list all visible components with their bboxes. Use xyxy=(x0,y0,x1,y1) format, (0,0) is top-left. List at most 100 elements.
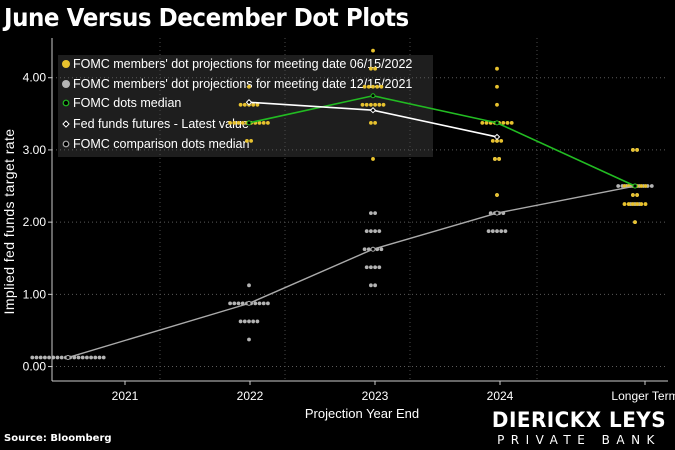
dot-june xyxy=(373,120,377,125)
dot-december xyxy=(649,184,654,188)
dot-june xyxy=(266,120,270,125)
dot-june xyxy=(635,202,639,206)
futures-line-point xyxy=(245,99,253,106)
brand-logo: DIERICKX LEYS PRIVATE BANK xyxy=(486,408,672,447)
dot-december xyxy=(93,355,98,360)
dot-june xyxy=(495,66,499,71)
dot-june xyxy=(499,139,504,143)
dot-june xyxy=(369,66,373,71)
y-tick-label: 3.00 xyxy=(23,143,47,157)
dot-june xyxy=(255,102,260,107)
dot-december xyxy=(242,319,247,324)
dot-june xyxy=(366,84,371,89)
dot-december xyxy=(369,211,373,216)
dot-june xyxy=(232,120,237,125)
median-line-point xyxy=(370,93,376,99)
dot-december xyxy=(38,355,43,360)
dot-june xyxy=(495,84,499,89)
dot-december xyxy=(251,319,256,324)
dot-december xyxy=(76,355,81,360)
dot-june xyxy=(509,120,514,125)
dot-december xyxy=(47,355,51,360)
dot-december xyxy=(362,247,367,252)
y-tick-label: 2.00 xyxy=(23,215,47,229)
dot-june xyxy=(635,193,639,197)
dot-june xyxy=(247,84,251,89)
dot-december xyxy=(253,301,258,306)
dot-december xyxy=(34,355,39,360)
dot-december xyxy=(373,211,377,216)
dot-december xyxy=(247,283,251,288)
futures-line-point xyxy=(369,107,377,114)
dot-december xyxy=(369,229,373,234)
dot-june xyxy=(249,139,254,143)
x-axis-title: Projection Year End xyxy=(305,406,419,421)
dot-december xyxy=(97,355,102,360)
dot-june xyxy=(373,66,377,71)
dot-june xyxy=(242,102,247,107)
legend-label: FOMC members' dot projections for meetin… xyxy=(73,77,412,91)
median-lines xyxy=(65,93,638,361)
dot-june xyxy=(236,120,241,125)
dot-june xyxy=(631,148,635,152)
dot-june xyxy=(240,120,245,125)
y-tick-label: 0.00 xyxy=(23,360,47,374)
dot-june xyxy=(371,48,375,53)
comparison-median-line-point xyxy=(65,355,71,361)
dot-december xyxy=(43,355,47,360)
dot-december xyxy=(369,283,373,288)
dot-june xyxy=(643,184,648,188)
dot-december xyxy=(377,265,382,270)
dot-june xyxy=(364,102,369,107)
y-axis-title: Implied fed funds target rate xyxy=(1,129,17,315)
comparison-median-line-point xyxy=(370,246,376,252)
legend-label: FOMC comparison dots median xyxy=(73,137,250,151)
gridlines xyxy=(52,38,668,381)
dot-december xyxy=(503,229,508,234)
dot-june xyxy=(490,139,495,143)
dot-june xyxy=(497,157,501,161)
dot-june xyxy=(639,202,644,206)
dot-december xyxy=(85,355,89,360)
dot-june xyxy=(626,202,631,206)
dot-june xyxy=(631,202,635,206)
median-line-point xyxy=(494,120,500,126)
logo-name: DIERICKX LEYS xyxy=(491,408,667,432)
legend-swatch xyxy=(62,99,70,107)
dot-december xyxy=(499,229,504,234)
dot-december xyxy=(80,355,85,360)
legend-swatch xyxy=(62,60,70,68)
dot-june xyxy=(480,120,485,125)
dot-june xyxy=(257,120,262,125)
dot-june xyxy=(495,193,499,197)
dot-december xyxy=(495,229,499,234)
dot-june xyxy=(484,120,489,125)
legend-swatch xyxy=(62,80,70,88)
dot-june xyxy=(375,84,380,89)
x-tick-label: 2021 xyxy=(112,389,139,403)
dot-june xyxy=(635,148,639,152)
dot-december xyxy=(486,229,491,234)
dot-december xyxy=(373,265,377,270)
dot-december xyxy=(373,229,377,234)
comparison-median-line-point xyxy=(246,300,252,306)
dot-june xyxy=(379,84,384,89)
dot-december xyxy=(379,247,384,252)
dot-december xyxy=(364,229,369,234)
dot-june xyxy=(495,102,499,107)
dot-june xyxy=(238,102,243,107)
dot-december xyxy=(255,319,260,324)
futures-line-point xyxy=(493,133,501,141)
dot-june xyxy=(505,120,510,125)
dot-june xyxy=(369,120,373,125)
comparison-median-line xyxy=(67,185,636,359)
dot-june xyxy=(228,120,233,125)
axes: 0.00 1.00 2.00 3.00 4.00 2021 2022 2023 2024 Long… xyxy=(1,38,675,421)
dot-june xyxy=(622,202,627,206)
comparison-median-line-point xyxy=(494,210,500,216)
dot-june xyxy=(261,120,266,125)
dot-june xyxy=(377,102,382,107)
dot-december xyxy=(377,229,382,234)
logo-subtitle: PRIVATE BANK xyxy=(497,433,661,447)
x-tick-label: 2022 xyxy=(237,389,264,403)
